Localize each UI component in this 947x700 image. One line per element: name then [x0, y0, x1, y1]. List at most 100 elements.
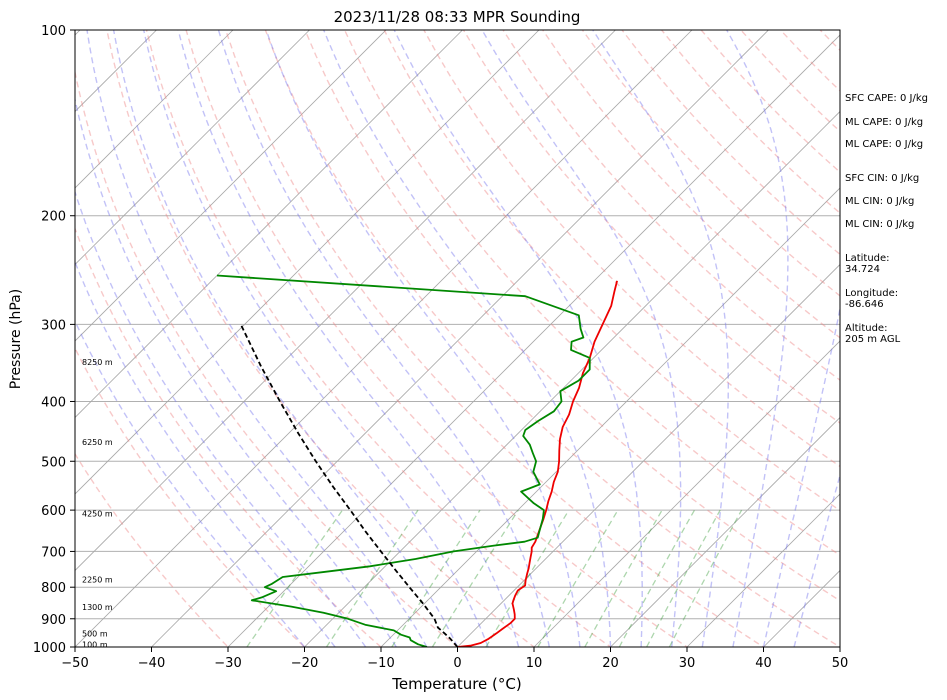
- moist-adiabat-line: [217, 30, 550, 647]
- y-tick-label: 500: [41, 455, 66, 470]
- isotherm-line: [686, 493, 840, 647]
- sfc-cape-text: SFC CAPE: 0 J/kg: [845, 93, 928, 104]
- height-label: 1300 m: [82, 603, 113, 612]
- dry-adiabat-line: [462, 30, 840, 424]
- sfc-cin-text: SFC CIN: 0 J/kg: [845, 173, 920, 184]
- x-tick-label: 50: [832, 656, 849, 671]
- height-label: 4250 m: [82, 510, 113, 519]
- isotherm-line: [227, 34, 840, 647]
- y-tick-label: 100: [41, 24, 66, 39]
- moist-adiabat-line: [393, 30, 643, 647]
- y-tick-label: 900: [41, 613, 66, 628]
- chart-title: 2023/11/28 08:33 MPR Sounding: [334, 8, 581, 26]
- moist-adiabat-line: [112, 30, 459, 647]
- y-tick-label: 1000: [33, 641, 66, 656]
- ml-cin-text: ML CIN: 0 J/kg: [845, 196, 915, 207]
- moist-adiabat-line: [75, 260, 336, 647]
- ml-cape-text-2: ML CAPE: 0 J/kg: [845, 139, 924, 150]
- isotherm-line: [304, 110, 840, 647]
- y-tick-label: 200: [41, 210, 66, 225]
- x-tick-label: −40: [138, 656, 165, 671]
- plot-frame: [74, 29, 841, 648]
- moist-adiabat-line: [75, 96, 397, 647]
- parcel-profile: [239, 324, 459, 647]
- dry-adiabat-line: [75, 226, 383, 647]
- height-label: 500 m: [82, 629, 108, 638]
- x-tick-label: 30: [679, 656, 696, 671]
- ml-cape-text: ML CAPE: 0 J/kg: [845, 117, 924, 128]
- mixing-ratio-line: [325, 509, 419, 647]
- altitude-label: Altitude:: [845, 323, 888, 334]
- moist-adiabat-line: [481, 30, 682, 647]
- isotherm-line: [151, 30, 769, 647]
- dry-adiabat-line: [75, 346, 306, 647]
- y-tick-label: 300: [41, 318, 66, 333]
- dry-adiabat-line: [185, 30, 689, 647]
- isotherm-line: [610, 416, 840, 647]
- x-tick-label: 0: [453, 656, 461, 671]
- moist-adiabat-line: [75, 189, 367, 647]
- y-tick-label: 700: [41, 545, 66, 560]
- latitude-value: 34.724: [845, 264, 880, 275]
- y-tick-label: 800: [41, 581, 66, 596]
- moist-adiabat-line: [265, 30, 581, 647]
- mixing-ratio-line: [646, 509, 721, 647]
- mixing-ratio-line: [537, 509, 619, 647]
- mixing-ratio-line: [668, 509, 743, 647]
- mixing-ratio-line: [431, 509, 519, 647]
- x-tick-label: −20: [291, 656, 318, 671]
- dry-adiabat-line: [145, 30, 612, 647]
- dry-adiabat-line: [106, 30, 536, 647]
- isotherm-line: [75, 30, 616, 572]
- ml-cin-text-2: ML CIN: 0 J/kg: [845, 219, 915, 230]
- y-tick-label: 600: [41, 504, 66, 519]
- isotherm-line: [75, 30, 310, 266]
- x-tick-label: 20: [602, 656, 619, 671]
- moist-adiabat-line: [323, 30, 612, 647]
- height-label: 8250 m: [82, 358, 113, 367]
- dry-adiabat-line: [423, 30, 840, 468]
- isotherm-line: [75, 30, 234, 189]
- mixing-ratio-line: [391, 509, 481, 647]
- dry-adiabat-line: [304, 30, 840, 602]
- dewpoint-profile: [216, 274, 591, 647]
- height-label: 2250 m: [82, 575, 113, 584]
- x-tick-label: 10: [526, 656, 543, 671]
- y-tick-label: 400: [41, 395, 66, 410]
- isotherm-line: [0, 30, 4, 647]
- x-tick-label: −50: [61, 656, 88, 671]
- moist-adiabat-line: [86, 30, 428, 647]
- mixing-ratio-line: [584, 509, 663, 647]
- moist-adiabat-line: [177, 30, 520, 647]
- dry-adiabat-line: [343, 30, 840, 556]
- isotherm-line: [380, 187, 840, 647]
- x-tick-label: −30: [214, 656, 241, 671]
- isotherm-line: [75, 30, 540, 495]
- isotherm-line: [75, 30, 387, 342]
- moist-adiabat-line: [726, 30, 789, 647]
- x-tick-label: −10: [367, 656, 394, 671]
- isotherm-line: [457, 263, 840, 647]
- dry-adiabat-line: [75, 452, 229, 647]
- mixing-ratio-line: [618, 509, 696, 647]
- y-axis-label: Pressure (hPa): [8, 289, 24, 389]
- altitude-value: 205 m AGL: [845, 334, 901, 345]
- longitude-label: Longitude:: [845, 288, 899, 299]
- longitude-value: -86.646: [845, 299, 884, 310]
- mixing-ratio-line: [485, 509, 570, 647]
- dry-adiabat-line: [383, 30, 840, 512]
- isotherm-line: [75, 30, 693, 647]
- moist-adiabat-line: [592, 30, 729, 647]
- x-axis-label: Temperature (°C): [391, 675, 521, 693]
- mixing-ratio-line: [246, 509, 344, 647]
- moist-adiabat-line: [762, 304, 840, 647]
- height-label: 100 m: [82, 640, 108, 649]
- height-label: 6250 m: [82, 438, 113, 447]
- dry-adiabat-line: [264, 30, 840, 647]
- temperature-profile: [457, 280, 618, 647]
- isotherm-line: [533, 340, 840, 647]
- x-tick-label: 40: [755, 656, 772, 671]
- isotherm-line: [75, 30, 463, 419]
- moist-adiabat-line: [793, 473, 840, 647]
